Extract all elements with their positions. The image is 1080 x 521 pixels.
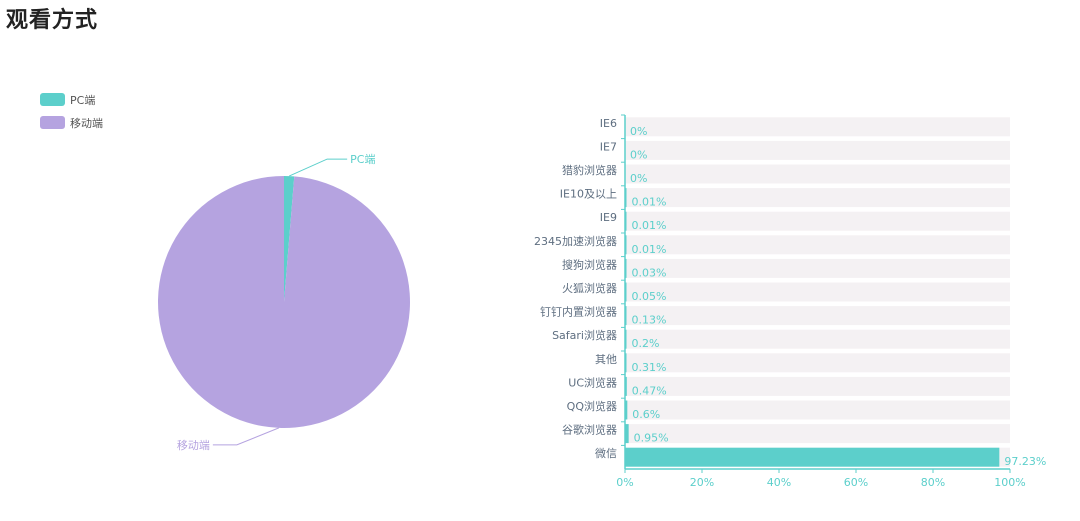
bar-background [625, 376, 1010, 396]
value-label: 0.03% [632, 266, 667, 279]
value-label: 0.31% [632, 361, 667, 374]
bar-background [625, 306, 1010, 326]
category-label: 钉钉内置浏览器 [540, 305, 617, 319]
bar-background [625, 258, 1010, 278]
category-label: 微信 [595, 446, 617, 460]
legend-item-pc[interactable]: PC端 [40, 88, 103, 111]
pie-slice-label: PC端 [350, 153, 375, 166]
pie-slice[interactable] [158, 176, 411, 428]
bar-background [625, 235, 1010, 255]
value-label: 0.47% [632, 384, 667, 397]
bar-background [625, 164, 1010, 184]
category-label: IE6 [600, 117, 617, 130]
value-label: 0.05% [632, 290, 667, 303]
category-label: 谷歌浏览器 [562, 423, 617, 437]
value-label: 0.13% [632, 314, 667, 327]
value-label: 0.01% [632, 243, 667, 256]
x-tick-label: 0% [616, 476, 633, 489]
value-label: 0.2% [632, 337, 660, 350]
pie-legend: PC端 移动端 [40, 88, 103, 134]
x-tick-label: 100% [994, 476, 1025, 489]
value-label: 0.01% [632, 196, 667, 209]
category-label: 猎豹浏览器 [562, 163, 617, 177]
x-tick-label: 60% [844, 476, 868, 489]
bar-background [625, 211, 1010, 231]
legend-swatch-pc [40, 93, 65, 106]
value-label: 0% [630, 172, 647, 185]
pie-label-line [288, 158, 348, 177]
legend-item-mobile[interactable]: 移动端 [40, 111, 103, 134]
value-label: 0.6% [632, 408, 660, 421]
bar-background [625, 400, 1010, 420]
pie-label-line [212, 427, 280, 446]
pie-slice-label: 移动端 [177, 439, 210, 452]
value-label: 0.95% [634, 432, 669, 445]
category-label: IE7 [600, 140, 617, 153]
bar-background [625, 188, 1010, 208]
bar[interactable] [625, 376, 627, 396]
x-tick-label: 20% [690, 476, 714, 489]
category-label: QQ浏览器 [567, 399, 617, 413]
legend-label-mobile: 移动端 [70, 116, 103, 130]
category-label: 搜狗浏览器 [562, 257, 617, 271]
category-label: IE9 [600, 211, 617, 224]
category-label: 2345加速浏览器 [534, 234, 617, 248]
x-tick-label: 40% [767, 476, 791, 489]
category-label: IE10及以上 [560, 188, 617, 201]
bar-background [625, 282, 1010, 302]
bar-background [625, 329, 1010, 349]
value-label: 0% [630, 148, 647, 161]
bar[interactable] [625, 447, 1000, 467]
category-label: Safari浏览器 [552, 328, 617, 342]
bar-background [625, 424, 1010, 444]
bar[interactable] [625, 424, 629, 444]
value-label: 0% [630, 125, 647, 138]
category-label: 其他 [595, 353, 617, 366]
bar-background [625, 353, 1010, 373]
category-label: 火狐浏览器 [562, 281, 617, 295]
legend-label-pc: PC端 [70, 93, 96, 107]
bar[interactable] [625, 400, 628, 420]
pie-slice[interactable] [284, 176, 295, 302]
x-tick-label: 80% [921, 476, 945, 489]
page-title: 观看方式 [6, 8, 99, 33]
value-label: 0.01% [632, 219, 667, 232]
category-label: UC浏览器 [568, 375, 617, 389]
legend-swatch-mobile [40, 116, 65, 129]
bar-background [625, 140, 1010, 160]
bar-background [625, 117, 1010, 137]
value-label: 97.23% [1004, 455, 1046, 468]
